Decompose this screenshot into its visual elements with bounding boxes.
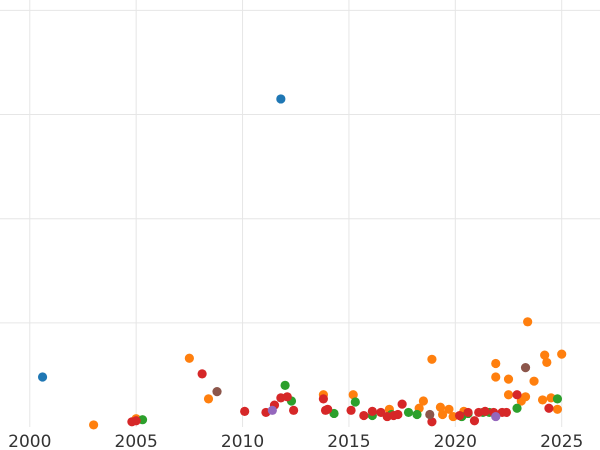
data-point — [444, 404, 454, 414]
data-point — [197, 369, 207, 379]
data-point — [542, 357, 552, 368]
data-point — [435, 402, 446, 412]
data-point — [267, 405, 277, 415]
data-point — [359, 410, 369, 421]
data-point — [289, 405, 299, 415]
x-tick-label: 2000 — [8, 432, 51, 450]
data-point — [491, 372, 501, 382]
x-axis-tick-labels: 2000 2005 2010 2015 2020 2025 — [8, 432, 583, 450]
data-point — [512, 390, 522, 400]
data-point — [437, 409, 448, 420]
data-point — [412, 409, 422, 420]
data-point — [346, 405, 356, 415]
data-point — [491, 411, 501, 422]
data-point — [350, 397, 360, 407]
data-point — [203, 394, 214, 404]
data-point — [503, 374, 514, 384]
data-point — [520, 363, 531, 373]
data-point — [537, 395, 548, 405]
data-points — [37, 94, 567, 430]
data-point — [520, 392, 531, 402]
data-point — [523, 317, 533, 327]
data-point — [503, 390, 514, 400]
data-point — [348, 390, 358, 400]
grid — [0, 0, 600, 427]
data-point — [491, 358, 501, 369]
x-tick-label: 2005 — [115, 432, 158, 450]
data-point — [184, 353, 194, 363]
data-point — [393, 409, 403, 420]
data-point — [318, 394, 329, 404]
data-point — [323, 404, 333, 414]
data-point — [469, 416, 480, 426]
x-tick-label: 2020 — [434, 432, 477, 450]
data-point — [282, 392, 292, 402]
data-point — [425, 409, 435, 420]
data-point — [480, 406, 490, 416]
data-point — [557, 349, 567, 359]
data-point — [397, 399, 407, 409]
data-point — [212, 386, 222, 397]
data-point — [552, 404, 563, 414]
data-point — [403, 407, 414, 418]
data-point — [276, 94, 286, 104]
data-point — [89, 420, 99, 430]
data-point — [367, 406, 377, 416]
data-point — [540, 350, 550, 360]
data-point — [280, 380, 290, 390]
data-point — [529, 376, 539, 386]
x-tick-label: 2015 — [327, 432, 370, 450]
data-point — [454, 410, 465, 421]
x-tick-label: 2025 — [540, 432, 583, 450]
x-tick-label: 2010 — [221, 432, 264, 450]
data-point — [552, 394, 563, 404]
data-point — [131, 416, 141, 426]
data-point — [501, 407, 511, 418]
data-point — [427, 354, 437, 364]
data-point — [37, 372, 48, 382]
data-point — [427, 417, 437, 427]
data-point — [544, 403, 554, 413]
data-point — [240, 406, 250, 416]
data-point — [463, 407, 473, 418]
data-point — [418, 396, 429, 406]
data-point — [512, 403, 522, 413]
